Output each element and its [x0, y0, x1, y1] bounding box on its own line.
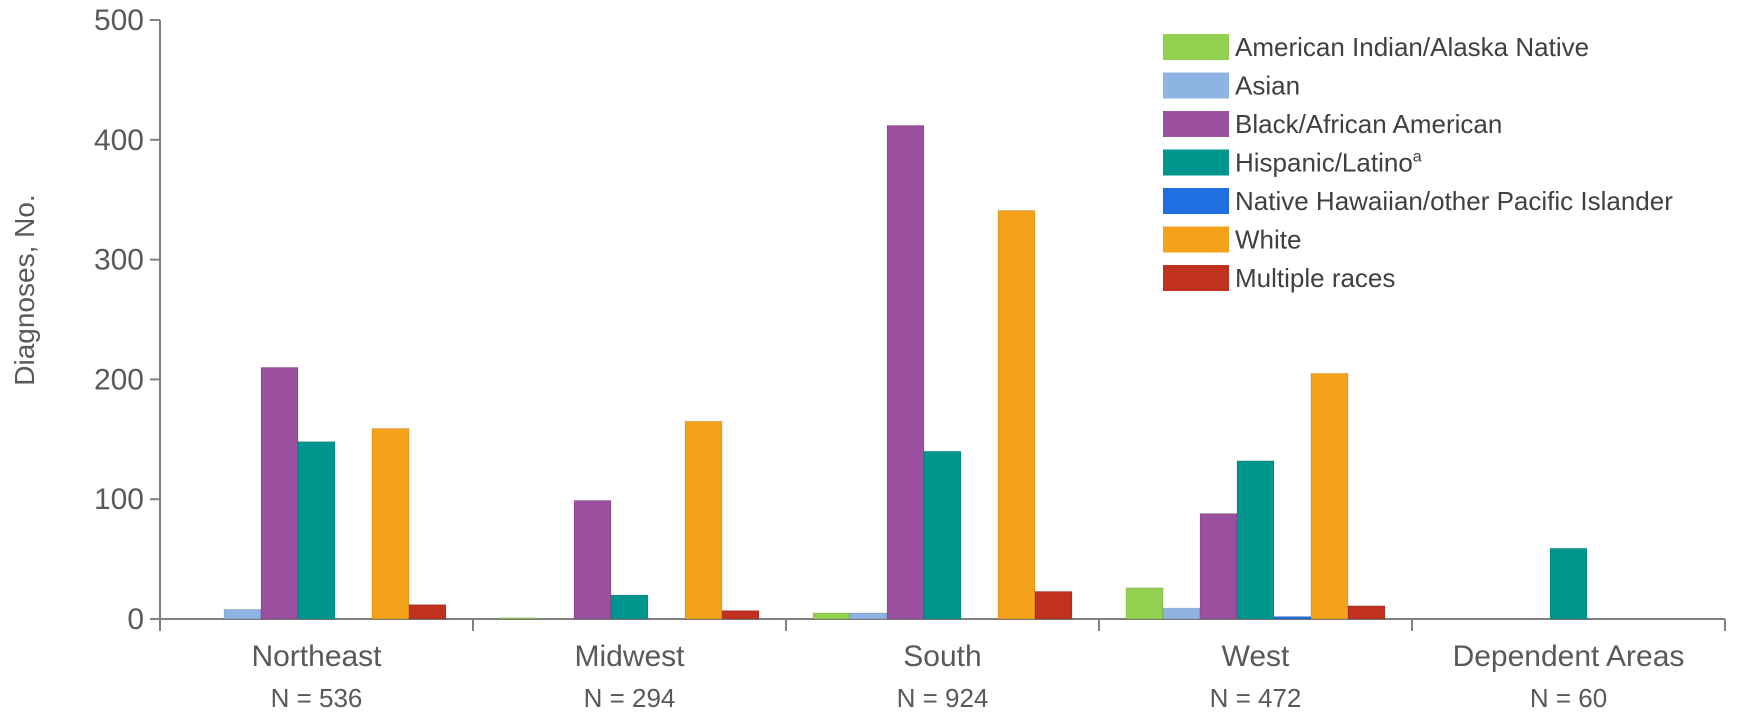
legend-label-text: Hispanic/Latino	[1235, 148, 1413, 178]
legend-label-text: Asian	[1235, 71, 1300, 101]
x-category-label: West	[1222, 640, 1290, 673]
legend-label-superscript: a	[1413, 149, 1422, 166]
axes: 0 100 200 300 400 500 Northeast N = 536 Midwest N…	[94, 4, 1726, 712]
bar	[499, 617, 538, 620]
legend-label-text: Black/African American	[1235, 109, 1502, 139]
x-category-n-label: N = 924	[897, 683, 989, 712]
x-category-n-label: N = 294	[584, 683, 676, 712]
legend-swatch	[1163, 188, 1229, 214]
legend-label-text: Multiple races	[1235, 263, 1395, 293]
bars	[223, 124, 1588, 620]
bar	[1310, 372, 1349, 620]
x-category-label: South	[903, 640, 981, 673]
legend-label: Asian	[1235, 71, 1300, 101]
bar	[1199, 513, 1238, 620]
bar	[923, 450, 962, 620]
y-tick-label: 100	[94, 483, 144, 516]
bar	[371, 428, 410, 620]
bar	[1273, 616, 1312, 620]
x-category-n-label: N = 60	[1530, 683, 1607, 712]
x-category-label: Midwest	[574, 640, 685, 673]
legend-swatch	[1163, 265, 1229, 291]
bar	[297, 441, 336, 620]
x-category-n-label: N = 536	[271, 683, 363, 712]
bar	[1125, 587, 1164, 620]
y-tick-label: 500	[94, 4, 144, 37]
legend-label-text: Native Hawaiian/other Pacific Islander	[1235, 186, 1673, 216]
bar	[812, 612, 851, 620]
legend: American Indian/Alaska Native Asian Black/…	[1163, 32, 1673, 293]
y-tick-label: 200	[94, 363, 144, 396]
legend-label: American Indian/Alaska Native	[1235, 32, 1589, 62]
x-category-label: Northeast	[251, 640, 382, 673]
bar	[260, 366, 299, 620]
bar	[1236, 460, 1275, 620]
legend-swatch	[1163, 226, 1229, 253]
x-category-n-label: N = 472	[1210, 683, 1302, 712]
bar	[1549, 547, 1588, 620]
bar	[408, 604, 447, 620]
bar	[684, 420, 723, 620]
bar	[1347, 605, 1386, 620]
y-tick-label: 400	[94, 124, 144, 157]
y-axis-title: Diagnoses, No.	[9, 194, 40, 385]
bar	[1162, 607, 1201, 620]
bar	[223, 608, 262, 620]
legend-swatch	[1163, 72, 1229, 99]
y-tick-label: 0	[127, 603, 144, 636]
bar	[610, 594, 649, 620]
legend-label: Multiple races	[1235, 263, 1395, 293]
legend-label: Hispanic/Latinoa	[1235, 148, 1422, 178]
bar	[1034, 590, 1073, 620]
legend-label-text: American Indian/Alaska Native	[1235, 32, 1589, 62]
legend-label: White	[1235, 225, 1301, 255]
legend-swatch	[1163, 149, 1229, 176]
bar	[721, 610, 760, 620]
x-category-label: Dependent Areas	[1453, 640, 1685, 673]
legend-label-text: White	[1235, 225, 1301, 255]
y-tick-label: 300	[94, 244, 144, 277]
legend-swatch	[1163, 111, 1229, 137]
legend-label: Native Hawaiian/other Pacific Islander	[1235, 186, 1673, 216]
bar	[849, 612, 888, 620]
bar	[997, 209, 1036, 620]
bar	[886, 124, 925, 620]
bar	[573, 499, 612, 620]
legend-swatch	[1163, 34, 1229, 60]
legend-label: Black/African American	[1235, 109, 1502, 139]
